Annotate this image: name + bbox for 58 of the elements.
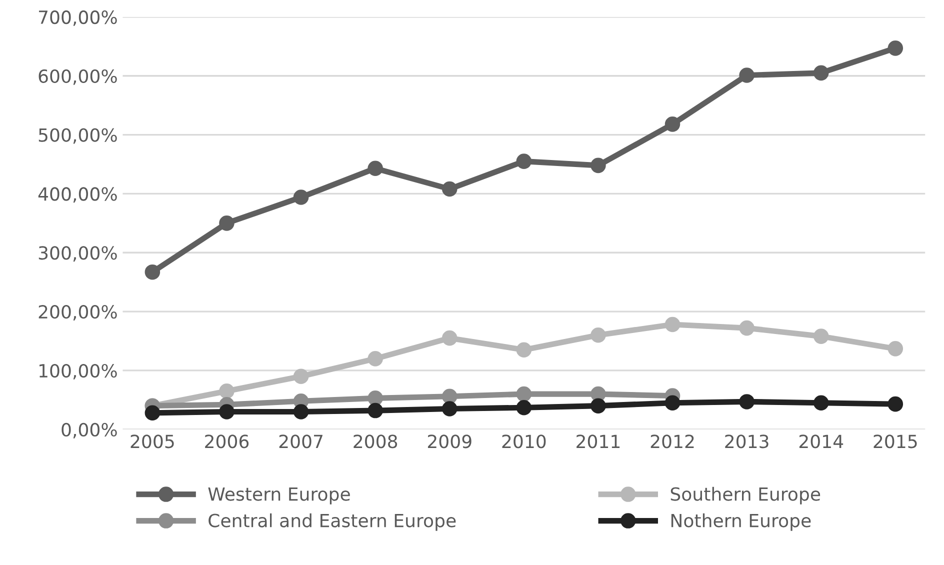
y-tick-label: 0,00%	[62, 422, 117, 438]
point	[368, 390, 383, 406]
point	[442, 388, 458, 404]
x-tick-label: 2013	[725, 434, 768, 448]
point	[516, 386, 532, 402]
point	[813, 395, 829, 411]
point	[664, 316, 680, 332]
point	[293, 190, 309, 205]
point	[293, 404, 309, 420]
point	[888, 396, 904, 412]
point	[442, 181, 458, 197]
point	[888, 341, 904, 356]
x-tick-label: 2011	[576, 434, 620, 448]
x-tick-label: 2006	[205, 434, 249, 448]
x-tick-label: 2007	[279, 434, 322, 448]
point	[590, 327, 606, 343]
point	[516, 154, 532, 169]
point	[888, 40, 904, 56]
point	[442, 401, 458, 416]
x-tick-label: 2015	[874, 434, 917, 448]
legend-label: Central and Eastern Europe	[208, 513, 456, 531]
point	[664, 116, 680, 132]
y-tick-label: 100,00%	[40, 364, 117, 380]
legend-label: Nothern Europe	[671, 513, 811, 531]
legend-label: Southern Europe	[670, 486, 820, 504]
x-tick-label: 2005	[130, 434, 174, 448]
point	[144, 264, 160, 280]
legend-label: Western Europe	[208, 487, 350, 504]
point	[219, 216, 234, 231]
point	[442, 330, 458, 346]
y-tick-label: 400,00%	[38, 187, 117, 203]
point	[590, 158, 606, 174]
point	[219, 383, 234, 399]
y-tick-label: 200,00%	[38, 305, 117, 321]
x-tick-label: 2009	[428, 434, 472, 448]
point	[590, 398, 606, 414]
point	[739, 394, 754, 410]
point	[739, 320, 754, 336]
point	[144, 405, 160, 421]
point	[813, 65, 829, 81]
point	[368, 351, 383, 366]
point	[813, 328, 829, 344]
point	[368, 160, 383, 176]
point	[219, 404, 234, 420]
point	[739, 68, 754, 83]
x-tick-label: 2014	[799, 434, 844, 448]
x-tick-label: 2008	[354, 434, 398, 448]
y-tick-label: 300,00%	[38, 246, 117, 262]
y-tick-label: 700,00%	[39, 10, 117, 26]
y-tick-label: 500,00%	[38, 128, 117, 144]
point	[516, 400, 532, 416]
x-tick-label: 2010	[502, 434, 546, 448]
point	[293, 368, 309, 384]
x-tick-label: 2012	[650, 434, 694, 448]
point	[516, 342, 532, 358]
y-tick-label: 600,00%	[38, 69, 117, 85]
point	[368, 402, 383, 418]
point	[664, 395, 680, 411]
